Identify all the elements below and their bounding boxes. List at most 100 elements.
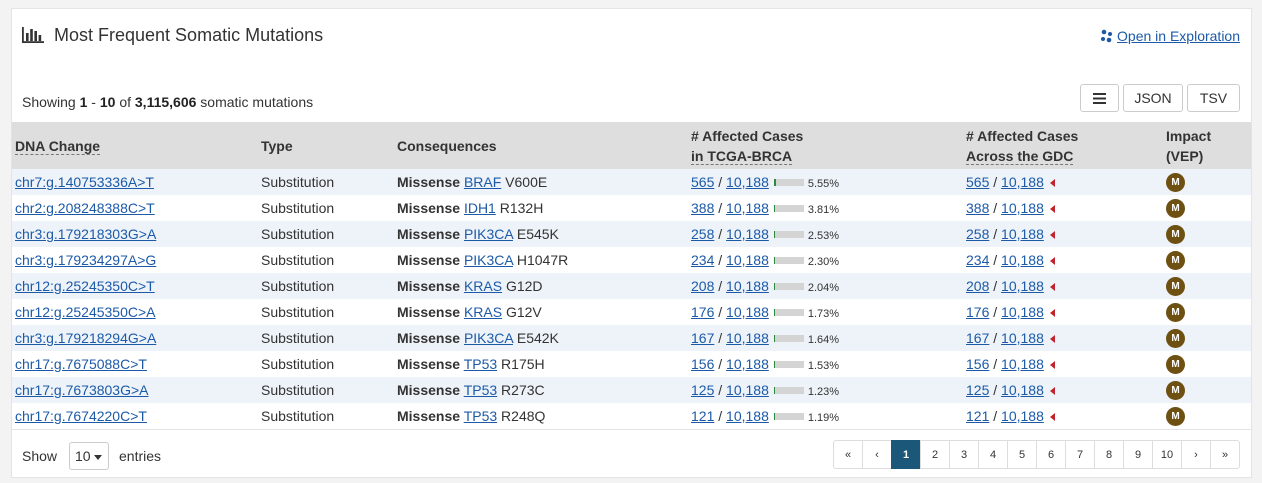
gene-link[interactable]: TP53 bbox=[463, 356, 498, 372]
page-button[interactable]: 8 bbox=[1094, 440, 1124, 469]
expand-caret-icon[interactable] bbox=[1049, 179, 1055, 187]
gene-link[interactable]: PIK3CA bbox=[463, 330, 513, 346]
dna-change-link[interactable]: chr12:g.25245350C>A bbox=[15, 304, 156, 320]
impact-badge[interactable]: M bbox=[1166, 355, 1185, 374]
header-affected-cases-gdc[interactable]: # Affected Cases Across the GDC bbox=[966, 127, 1079, 165]
expand-caret-icon[interactable] bbox=[1049, 257, 1055, 265]
gdc-affected-cases-link[interactable]: 156 bbox=[966, 356, 990, 372]
gdc-affected-cases-link[interactable]: 121 bbox=[966, 408, 990, 424]
expand-caret-icon[interactable] bbox=[1049, 387, 1055, 395]
dna-change-link[interactable]: chr3:g.179234297A>G bbox=[15, 252, 157, 268]
gdc-affected-cases-link[interactable]: 176 bbox=[966, 304, 990, 320]
gene-link[interactable]: BRAF bbox=[463, 174, 502, 190]
page-button[interactable]: 7 bbox=[1065, 440, 1095, 469]
impact-badge[interactable]: M bbox=[1166, 407, 1185, 426]
total-cases-link[interactable]: 10,188 bbox=[726, 356, 769, 372]
gdc-affected-cases-link[interactable]: 388 bbox=[966, 200, 990, 216]
gdc-total-cases-link[interactable]: 10,188 bbox=[1001, 382, 1044, 398]
dna-change-link[interactable]: chr7:g.140753336A>T bbox=[15, 174, 154, 190]
impact-badge[interactable]: M bbox=[1166, 225, 1185, 244]
impact-badge[interactable]: M bbox=[1166, 173, 1185, 192]
json-export-button[interactable]: JSON bbox=[1123, 84, 1183, 112]
affected-cases-link[interactable]: 388 bbox=[691, 200, 715, 216]
affected-cases-link[interactable]: 565 bbox=[691, 174, 715, 190]
gene-link[interactable]: KRAS bbox=[463, 278, 503, 294]
gdc-affected-cases-link[interactable]: 234 bbox=[966, 252, 990, 268]
page-size-select[interactable]: 10 bbox=[69, 442, 109, 470]
gdc-total-cases-link[interactable]: 10,188 bbox=[1001, 278, 1044, 294]
header-affected-cases-project[interactable]: # Affected Cases in TCGA-BRCA bbox=[691, 127, 804, 165]
gdc-total-cases-link[interactable]: 10,188 bbox=[1001, 408, 1044, 424]
dna-change-link[interactable]: chr17:g.7674220C>T bbox=[15, 408, 147, 424]
expand-caret-icon[interactable] bbox=[1049, 361, 1055, 369]
page-button[interactable]: 1 bbox=[891, 440, 921, 469]
dna-change-link[interactable]: chr3:g.179218303G>A bbox=[15, 226, 157, 242]
page-button[interactable]: › bbox=[1181, 440, 1211, 469]
gdc-total-cases-link[interactable]: 10,188 bbox=[1001, 174, 1044, 190]
page-button[interactable]: 5 bbox=[1007, 440, 1037, 469]
gene-link[interactable]: IDH1 bbox=[463, 200, 496, 216]
dna-change-link[interactable]: chr17:g.7673803G>A bbox=[15, 382, 149, 398]
impact-badge[interactable]: M bbox=[1166, 199, 1185, 218]
total-cases-link[interactable]: 10,188 bbox=[726, 174, 769, 190]
page-button[interactable]: » bbox=[1210, 440, 1240, 469]
expand-caret-icon[interactable] bbox=[1049, 335, 1055, 343]
expand-caret-icon[interactable] bbox=[1049, 309, 1055, 317]
page-button[interactable]: 2 bbox=[920, 440, 950, 469]
gdc-affected-cases-link[interactable]: 565 bbox=[966, 174, 990, 190]
gdc-total-cases-link[interactable]: 10,188 bbox=[1001, 330, 1044, 346]
total-cases-link[interactable]: 10,188 bbox=[726, 226, 769, 242]
affected-cases-link[interactable]: 156 bbox=[691, 356, 715, 372]
impact-badge[interactable]: M bbox=[1166, 277, 1185, 296]
page-button[interactable]: 4 bbox=[978, 440, 1008, 469]
impact-badge[interactable]: M bbox=[1166, 381, 1185, 400]
gdc-affected-cases-link[interactable]: 167 bbox=[966, 330, 990, 346]
gene-link[interactable]: PIK3CA bbox=[463, 252, 513, 268]
tsv-export-button[interactable]: TSV bbox=[1187, 84, 1240, 112]
gdc-total-cases-link[interactable]: 10,188 bbox=[1001, 226, 1044, 242]
total-cases-link[interactable]: 10,188 bbox=[726, 278, 769, 294]
total-cases-link[interactable]: 10,188 bbox=[726, 200, 769, 216]
affected-cases-link[interactable]: 121 bbox=[691, 408, 715, 424]
total-cases-link[interactable]: 10,188 bbox=[726, 330, 769, 346]
open-in-exploration-label[interactable]: Open in Exploration bbox=[1117, 28, 1240, 44]
gdc-affected-cases-link[interactable]: 208 bbox=[966, 278, 990, 294]
total-cases-link[interactable]: 10,188 bbox=[726, 382, 769, 398]
dna-change-link[interactable]: chr2:g.208248388C>T bbox=[15, 200, 155, 216]
gene-link[interactable]: KRAS bbox=[463, 304, 503, 320]
expand-caret-icon[interactable] bbox=[1049, 231, 1055, 239]
page-button[interactable]: « bbox=[833, 440, 863, 469]
dna-change-link[interactable]: chr17:g.7675088C>T bbox=[15, 356, 147, 372]
gdc-affected-cases-link[interactable]: 125 bbox=[966, 382, 990, 398]
header-dna-change[interactable]: DNA Change bbox=[15, 137, 101, 155]
gene-link[interactable]: TP53 bbox=[463, 408, 498, 424]
total-cases-link[interactable]: 10,188 bbox=[726, 304, 769, 320]
page-button[interactable]: 10 bbox=[1152, 440, 1182, 469]
affected-cases-link[interactable]: 258 bbox=[691, 226, 715, 242]
page-button[interactable]: 6 bbox=[1036, 440, 1066, 469]
dna-change-link[interactable]: chr3:g.179218294G>A bbox=[15, 330, 157, 346]
gdc-total-cases-link[interactable]: 10,188 bbox=[1001, 252, 1044, 268]
column-menu-button[interactable] bbox=[1080, 84, 1119, 112]
impact-badge[interactable]: M bbox=[1166, 329, 1185, 348]
gene-link[interactable]: TP53 bbox=[463, 382, 498, 398]
affected-cases-link[interactable]: 234 bbox=[691, 252, 715, 268]
gene-link[interactable]: PIK3CA bbox=[463, 226, 513, 242]
gdc-total-cases-link[interactable]: 10,188 bbox=[1001, 356, 1044, 372]
dna-change-link[interactable]: chr12:g.25245350C>T bbox=[15, 278, 155, 294]
impact-badge[interactable]: M bbox=[1166, 251, 1185, 270]
page-button[interactable]: 3 bbox=[949, 440, 979, 469]
affected-cases-link[interactable]: 176 bbox=[691, 304, 715, 320]
expand-caret-icon[interactable] bbox=[1049, 413, 1055, 421]
page-button[interactable]: 9 bbox=[1123, 440, 1153, 469]
gdc-affected-cases-link[interactable]: 258 bbox=[966, 226, 990, 242]
total-cases-link[interactable]: 10,188 bbox=[726, 408, 769, 424]
affected-cases-link[interactable]: 208 bbox=[691, 278, 715, 294]
header-type[interactable]: Type bbox=[261, 137, 293, 154]
open-in-exploration-link[interactable]: Open in Exploration bbox=[1100, 28, 1240, 44]
impact-badge[interactable]: M bbox=[1166, 303, 1185, 322]
header-impact[interactable]: Impact (VEP) bbox=[1166, 127, 1212, 164]
expand-caret-icon[interactable] bbox=[1049, 283, 1055, 291]
affected-cases-link[interactable]: 167 bbox=[691, 330, 715, 346]
expand-caret-icon[interactable] bbox=[1049, 205, 1055, 213]
